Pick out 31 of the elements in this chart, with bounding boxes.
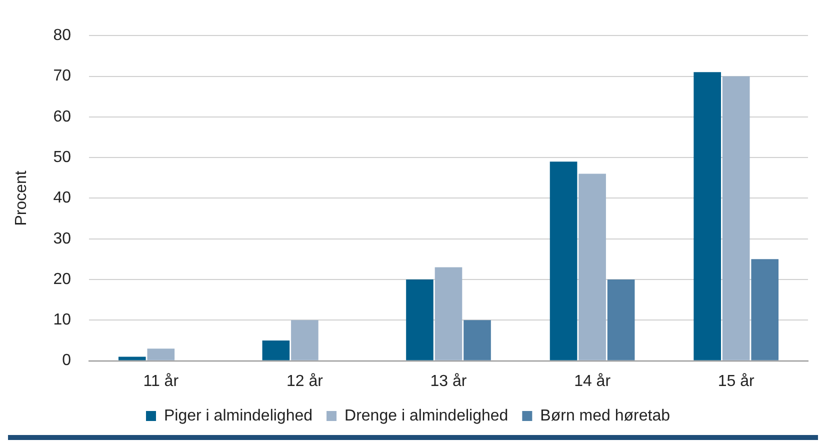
bar xyxy=(694,72,721,360)
bar xyxy=(550,162,578,360)
y-tick-label: 0 xyxy=(62,352,72,370)
x-tick-label: 12 år xyxy=(286,372,324,390)
bar xyxy=(262,340,290,360)
legend-label: Piger i almindelighed xyxy=(164,407,313,424)
x-tick-label: 15 år xyxy=(718,372,756,390)
x-tick-label: 13 år xyxy=(430,372,468,390)
bar xyxy=(722,76,750,360)
bar xyxy=(607,280,635,360)
y-tick-label: 30 xyxy=(53,230,72,248)
bar xyxy=(118,356,146,360)
legend-label: Børn med høretab xyxy=(540,407,670,424)
x-tick-label: 14 år xyxy=(574,372,612,390)
x-tick-label: 11 år xyxy=(143,372,180,390)
bar xyxy=(147,348,175,360)
bar xyxy=(291,320,318,360)
bar xyxy=(578,174,606,360)
y-tick-label: 80 xyxy=(53,27,72,44)
y-tick-label: 60 xyxy=(53,108,72,126)
bar xyxy=(434,267,462,360)
bar xyxy=(751,259,779,360)
y-tick-label: 50 xyxy=(53,148,72,166)
bar xyxy=(406,280,434,360)
y-axis-title: Procent xyxy=(13,170,30,226)
y-tick-label: 10 xyxy=(53,312,72,329)
y-tick-label: 40 xyxy=(53,190,72,207)
y-tick-label: 70 xyxy=(53,68,72,85)
legend-label: Drenge i almindelighed xyxy=(344,407,508,424)
bar xyxy=(464,320,491,360)
y-tick-label: 20 xyxy=(53,270,72,288)
